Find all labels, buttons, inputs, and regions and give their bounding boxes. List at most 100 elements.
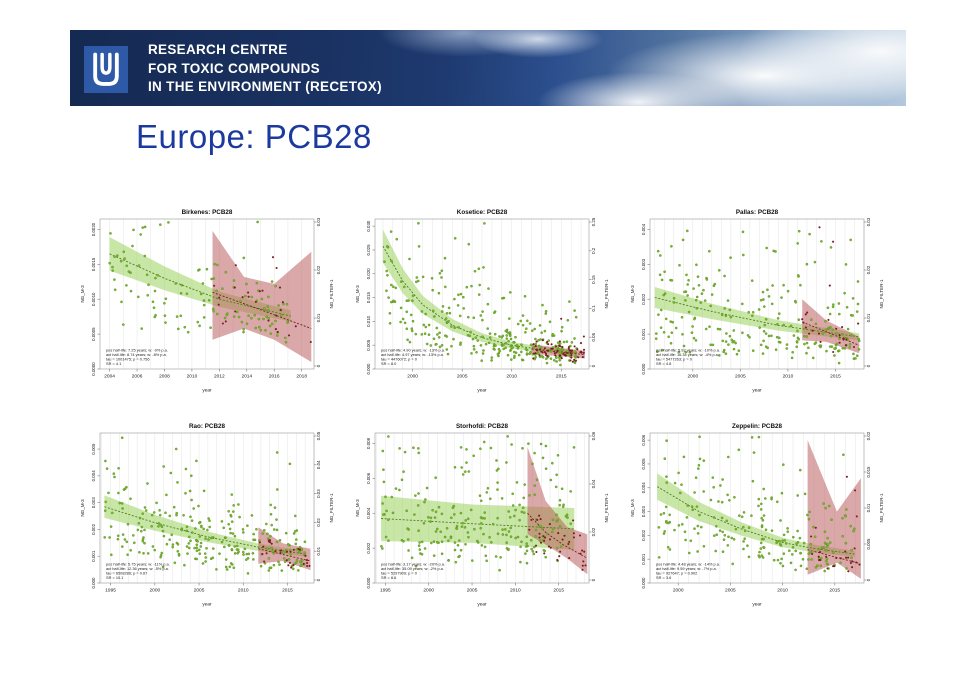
x-axis-label: year bbox=[752, 388, 762, 394]
x-tick-label: 2000 bbox=[407, 374, 418, 380]
x-axis-label: year bbox=[752, 602, 762, 608]
y-right-tick-label: 0.04 bbox=[316, 460, 321, 469]
y-left-tick-label: 0.006 bbox=[641, 434, 646, 446]
y-right-tick-label: 0.015 bbox=[866, 466, 871, 478]
chart-rao: 1995 2000 2005 2010 2015 0.005 0.004 0.003 0.002… bbox=[78, 420, 336, 608]
x-tick-label: 2008 bbox=[159, 374, 170, 380]
y-right-tick-label: 0 bbox=[866, 578, 871, 581]
stats-annotation-line: act half-life: 8.74 years; w: -8% p.a. bbox=[106, 352, 167, 357]
page-title: Europe: PCB28 bbox=[136, 118, 372, 155]
banner-line-1: RESEARCH CENTRE bbox=[148, 42, 288, 57]
y-left-tick-label: 0.001 bbox=[641, 553, 646, 565]
x-tick-label: 2005 bbox=[194, 588, 205, 594]
x-tick-label: 2005 bbox=[457, 374, 468, 380]
y-left-tick-label: 0.0000 bbox=[91, 362, 96, 376]
chart-birkenes: 2004 2006 2008 2010 2012 2014 2016 2018 0.0020 0.… bbox=[78, 206, 336, 394]
y-left-tick-label: 0.005 bbox=[641, 458, 646, 470]
y-left-tick-label: 0.004 bbox=[641, 482, 646, 494]
stats-annotation-line: pos half-life: 7.25 years; w: -9% p.a. bbox=[106, 348, 168, 353]
stats-annotation-line: pos half-life: 5.92 years; w: -10% p.a. bbox=[656, 348, 720, 353]
y-left-axis-label: NG_M-3 bbox=[630, 285, 635, 303]
y-left-tick-label: 0.000 bbox=[641, 577, 646, 589]
chart-kosetice: 2000 2005 2010 2015 0.030 0.025 0.020 0.015 0.01… bbox=[353, 206, 611, 394]
stats-annotation-line: pos half-life: 4.48 years; w: -14% p.a. bbox=[656, 562, 720, 567]
stats-annotation-line: act half-life: 9.59 years; w: -7% p.a. bbox=[656, 566, 717, 571]
y-right-tick-label: 0.04 bbox=[591, 479, 596, 488]
y-left-tick-label: 0.004 bbox=[91, 470, 96, 482]
y-right-tick-label: 0.2 bbox=[591, 247, 596, 254]
green-trend-line bbox=[104, 506, 306, 555]
y-left-tick-label: 0.015 bbox=[366, 292, 371, 304]
mu-logo-icon bbox=[93, 52, 119, 86]
x-tick-label: 1995 bbox=[380, 588, 391, 594]
x-tick-label: 2018 bbox=[296, 374, 307, 380]
x-tick-label: 2015 bbox=[829, 588, 840, 594]
y-right-tick-label: 0.01 bbox=[316, 313, 321, 322]
stats-annotation-line: SR = 8.6 bbox=[381, 575, 396, 580]
chart-zeppelin: 2000 2005 2010 2015 0.006 0.005 0.004 0.003 0.00… bbox=[628, 420, 886, 608]
x-tick-label: 2005 bbox=[467, 588, 478, 594]
y-left-tick-label: 0.010 bbox=[366, 315, 371, 327]
plot-border bbox=[649, 218, 865, 370]
y-left-tick-label: 0.000 bbox=[366, 363, 371, 375]
y-left-tick-label: 0.0005 bbox=[91, 327, 96, 341]
x-axis-label: year bbox=[477, 388, 487, 394]
y-left-axis-label: NG_M-3 bbox=[80, 499, 85, 517]
y-left-tick-label: 0.025 bbox=[366, 244, 371, 256]
y-right-axis-label: NG_FILTER-1 bbox=[604, 493, 609, 522]
stats-annotation-line: tau = 4476072; p = 0 bbox=[381, 357, 418, 362]
stats-annotation-line: SR = 3.6 bbox=[656, 575, 671, 580]
stats-annotation-line: act half-life: 16.34 years; w: -4% p.a. bbox=[656, 352, 719, 357]
plot-border bbox=[374, 218, 590, 370]
plot-border bbox=[374, 432, 590, 584]
y-right-tick-label: 0.15 bbox=[591, 275, 596, 284]
y-right-axis-label: NG_FILTER-1 bbox=[879, 279, 884, 308]
y-left-tick-label: 0.000 bbox=[641, 363, 646, 375]
y-right-tick-label: 0.03 bbox=[316, 217, 321, 226]
x-tick-label: 2015 bbox=[556, 374, 567, 380]
x-tick-label: 2015 bbox=[553, 588, 564, 594]
y-left-axis-label: NG_M-3 bbox=[630, 499, 635, 517]
chart-title: Zeppelin: PCB28 bbox=[732, 423, 783, 430]
y-left-tick-label: 0.002 bbox=[366, 542, 371, 554]
y-right-axis-label: NG_FILTER-1 bbox=[329, 279, 334, 308]
red-scatter-points bbox=[528, 514, 587, 571]
charts-grid: 2004 2006 2008 2010 2012 2014 2016 2018 0.0020 0.… bbox=[78, 206, 886, 608]
y-right-tick-label: 0.06 bbox=[591, 431, 596, 440]
green-scatter-points bbox=[654, 229, 861, 365]
y-right-tick-label: 0.02 bbox=[591, 527, 596, 536]
red-scatter-points bbox=[810, 475, 861, 573]
stats-annotation-line: tau = 5477263; p = 0 bbox=[656, 357, 693, 362]
chart-title: Rao: PCB28 bbox=[189, 423, 226, 430]
red-confidence-band bbox=[212, 230, 312, 362]
stats-annotation-line: act half-life: 12.36 years; w: -5% p.a. bbox=[106, 566, 169, 571]
y-left-tick-label: 0.001 bbox=[641, 328, 646, 340]
y-left-tick-label: 0.002 bbox=[641, 293, 646, 305]
banner-text: RESEARCH CENTRE FOR TOXIC COMPOUNDS IN T… bbox=[148, 41, 382, 97]
y-left-axis-label: NG_M-3 bbox=[80, 285, 85, 303]
x-tick-label: 2004 bbox=[104, 374, 115, 380]
x-tick-label: 2015 bbox=[282, 588, 293, 594]
y-right-tick-label: 0 bbox=[591, 578, 596, 581]
chart-title: Pallas: PCB28 bbox=[736, 209, 779, 216]
x-tick-label: 2016 bbox=[269, 374, 280, 380]
y-left-axis-label: NG_M-3 bbox=[355, 499, 360, 517]
x-axis-label: year bbox=[477, 602, 487, 608]
x-tick-label: 2010 bbox=[510, 588, 521, 594]
x-tick-label: 2006 bbox=[132, 374, 143, 380]
stats-annotation-line: tau = 6508286; p = 0.67 bbox=[106, 571, 147, 576]
chart-title: Kosetice: PCB28 bbox=[457, 209, 508, 216]
green-scatter-points bbox=[380, 435, 576, 572]
green-scatter-points bbox=[103, 436, 307, 575]
stats-annotation-line: pos half-life: 5.75 years; w: -11% p.a. bbox=[106, 562, 170, 567]
y-right-tick-label: 0 bbox=[591, 364, 596, 367]
red-trend-line bbox=[802, 321, 860, 346]
y-left-tick-label: 0.020 bbox=[366, 268, 371, 280]
stats-annotation-line: SR = 8.0 bbox=[381, 361, 397, 366]
y-right-tick-label: 0.05 bbox=[316, 431, 321, 440]
stats-annotation-line: tau = 927647; p = 0.902 bbox=[656, 571, 697, 576]
green-scatter-points bbox=[108, 220, 290, 344]
x-tick-label: 2005 bbox=[725, 588, 736, 594]
y-left-tick-label: 0.003 bbox=[641, 258, 646, 270]
y-right-tick-label: 0.05 bbox=[591, 332, 596, 341]
